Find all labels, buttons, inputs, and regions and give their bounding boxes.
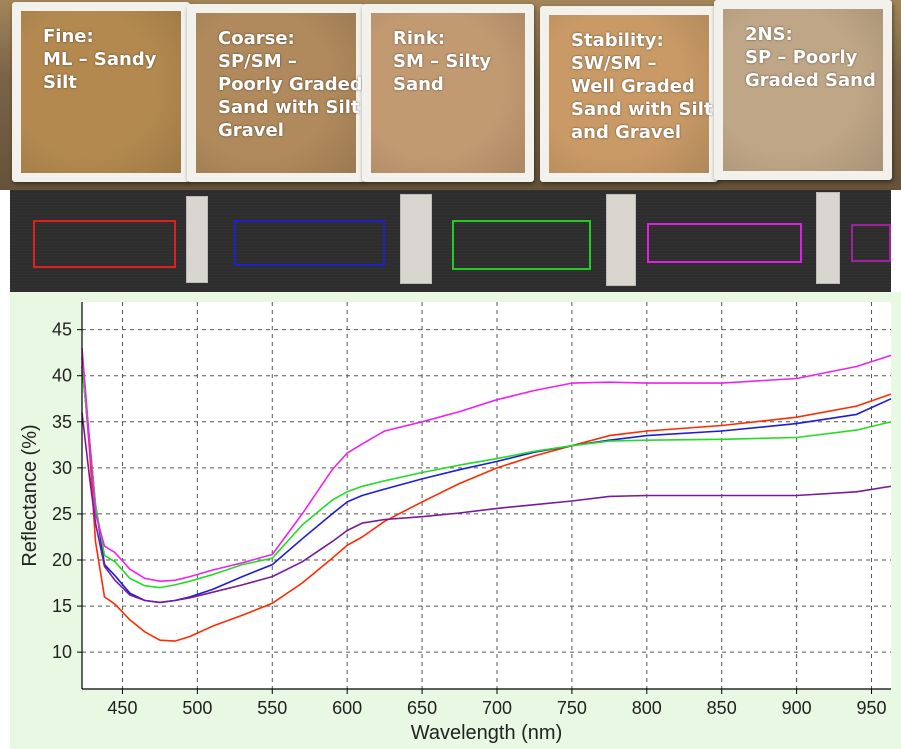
sample-label-line: Sand with Silt xyxy=(218,97,360,118)
sample-label-line: Gravel xyxy=(218,120,284,141)
soil-samples-photo: Fine: ML – Sandy Silt Coarse: SP/SM – Poorly … xyxy=(0,0,901,190)
x-tick-label: 950 xyxy=(857,698,887,718)
sample-label: 2NS: SP – Poorly Graded Sand xyxy=(745,23,876,92)
soil-sample: 2NS: SP – Poorly Graded Sand xyxy=(714,0,892,180)
sample-label-line: SP/SM – xyxy=(218,51,297,72)
x-tick-label: 500 xyxy=(182,698,212,718)
reflectance-chart: 450 500 550 600 650 700 750 800 850 900 950 10 15 20 2… xyxy=(10,292,901,749)
series-line xyxy=(81,412,892,604)
region-of-interest-box xyxy=(851,224,891,262)
y-axis-title: Reflectance (%) xyxy=(19,424,41,566)
x-tick-label: 650 xyxy=(407,698,437,718)
series-line xyxy=(81,348,892,582)
x-tick-label: 450 xyxy=(107,698,137,718)
sample-label-line: 2NS: xyxy=(745,24,793,45)
region-of-interest-box xyxy=(33,220,176,268)
x-tick-label: 550 xyxy=(257,698,287,718)
soil-sample: Rink: SM – Silty Sand xyxy=(362,4,534,182)
sample-label-line: ML – Sandy xyxy=(43,49,157,70)
sample-label-line: Sand xyxy=(393,74,444,95)
region-of-interest-box xyxy=(234,220,385,266)
x-tick-label: 750 xyxy=(557,698,587,718)
sample-label-line: SM – Silty xyxy=(393,51,492,72)
y-tick-label: 20 xyxy=(52,550,72,570)
region-of-interest-box xyxy=(452,220,591,270)
x-tick-label: 600 xyxy=(332,698,362,718)
chart-canvas: 450 500 550 600 650 700 750 800 850 900 950 10 15 20 2… xyxy=(19,302,892,744)
sample-tag xyxy=(400,194,432,284)
y-tick-label: 25 xyxy=(52,504,72,524)
y-tick-label: 40 xyxy=(52,366,72,386)
sample-label: Coarse: SP/SM – Poorly Graded Sand with Sil… xyxy=(218,27,363,142)
y-tick-label: 35 xyxy=(52,412,72,432)
sample-tag xyxy=(606,194,636,286)
x-tick-label: 850 xyxy=(707,698,737,718)
sample-tag xyxy=(816,192,840,284)
soil-sample: Stability: SW/SM – Well Graded Sand with Si… xyxy=(540,6,718,182)
series-line xyxy=(81,366,892,604)
y-tick-label: 45 xyxy=(52,320,72,340)
region-of-interest-box xyxy=(647,223,802,263)
sample-label-line: Graded Sand xyxy=(745,70,876,91)
sample-label-line: Stability: xyxy=(571,30,664,51)
sample-tag xyxy=(186,196,208,283)
sample-label-line: Sand with Silt xyxy=(571,99,713,120)
x-tick-label: 700 xyxy=(482,698,512,718)
x-tick-label: 800 xyxy=(632,698,662,718)
x-tick-label: 900 xyxy=(782,698,812,718)
hyperspectral-image-strip xyxy=(10,190,891,294)
sample-label-line: Well Graded xyxy=(571,76,695,97)
soil-sample: Coarse: SP/SM – Poorly Graded Sand with Sil… xyxy=(187,4,365,182)
sample-label-line: Poorly Graded xyxy=(218,74,363,95)
sample-label-line: SP – Poorly xyxy=(745,47,858,68)
sample-label-line: Fine: xyxy=(43,26,94,47)
soil-sample: Fine: ML – Sandy Silt xyxy=(12,2,190,182)
y-tick-label: 30 xyxy=(52,458,72,478)
x-axis-title: Wavelength (nm) xyxy=(411,722,563,744)
sample-label: Fine: ML – Sandy Silt xyxy=(43,25,156,94)
sample-label-line: Coarse: xyxy=(218,28,295,49)
y-tick-label: 10 xyxy=(52,642,72,662)
sample-label-line: Silt xyxy=(43,72,77,93)
sample-label-line: Rink: xyxy=(393,28,446,49)
y-tick-label: 15 xyxy=(52,596,72,616)
sample-label: Stability: SW/SM – Well Graded Sand with Si… xyxy=(571,29,712,144)
sample-label-line: SW/SM – xyxy=(571,53,657,74)
sample-label: Rink: SM – Silty Sand xyxy=(393,27,491,96)
series-line xyxy=(81,366,892,589)
sample-label-line: and Gravel xyxy=(571,122,682,143)
series-line xyxy=(81,357,892,642)
